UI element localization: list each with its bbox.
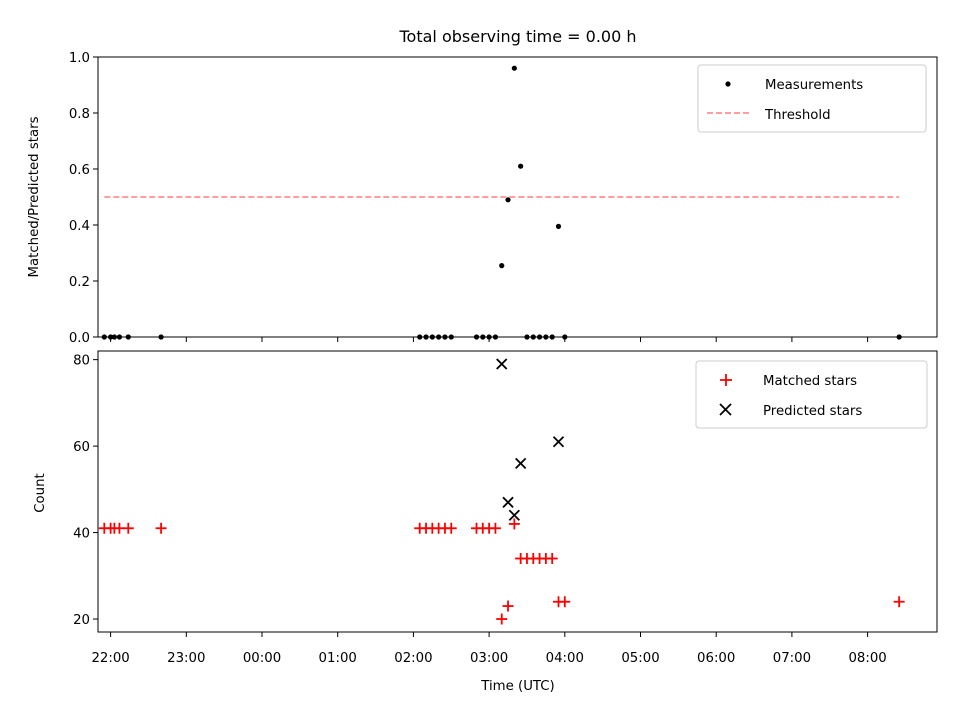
measurement-point	[524, 334, 530, 340]
legend-matched-marker	[720, 374, 732, 386]
top-y-tick-label: 0.0	[69, 331, 90, 346]
x-tick-label: 05:00	[621, 651, 659, 666]
x-tick-label: 22:00	[91, 651, 129, 666]
top-legend-box	[697, 64, 927, 133]
measurement-point	[492, 334, 499, 340]
bottom-legend-box	[695, 360, 928, 429]
measurement-point	[480, 334, 486, 340]
measurement-point	[111, 334, 118, 340]
matched-star-point	[496, 613, 508, 625]
top-y-tick-label: 0.4	[69, 219, 90, 234]
measurement-point	[448, 334, 454, 340]
measurement-point	[896, 334, 902, 340]
legend-matched-label: Matched stars	[763, 374, 857, 389]
matched-star-point	[122, 522, 134, 534]
x-tick-label: 00:00	[243, 651, 281, 666]
legend-threshold-label: Threshold	[764, 108, 831, 123]
bottom-legend: Matched stars Predicted stars	[695, 360, 928, 429]
x-tick-label: 07:00	[773, 651, 811, 666]
top-y-tick-label: 0.8	[69, 107, 90, 122]
top-legend: Measurements Threshold	[697, 64, 927, 133]
measurement-points	[101, 65, 902, 340]
count-points	[98, 358, 905, 625]
matched-star-point	[489, 522, 501, 534]
bottom-y-axis-label: Count	[33, 473, 48, 513]
legend-measurements-label: Measurements	[765, 78, 863, 93]
x-tick-label: 23:00	[167, 651, 205, 666]
matched-star-point	[445, 522, 457, 534]
x-tick-label: 01:00	[319, 651, 357, 666]
bottom-plot-frame	[97, 350, 938, 633]
top-plot-frame	[97, 56, 938, 338]
x-tick-label: 04:00	[546, 651, 584, 666]
legend-predicted-marker	[719, 403, 732, 416]
top-y-axis-label: Matched/Predicted stars	[27, 116, 42, 277]
measurement-point	[562, 334, 568, 340]
top-panel: 0.0 0.2 0.4 0.6 0.8 1.0 Matched/Predicted sta…	[27, 51, 938, 346]
bottom-y-tick-label: 80	[73, 354, 90, 369]
bottom-y-tick-label: 60	[73, 440, 90, 455]
predicted-star-point	[502, 496, 514, 508]
x-tick-label: 03:00	[470, 651, 508, 666]
measurement-point	[473, 334, 480, 340]
measurement-point	[499, 263, 505, 269]
measurement-point	[505, 197, 511, 203]
top-x-ticks	[110, 337, 869, 342]
matched-star-point	[893, 596, 905, 608]
measurement-point	[436, 334, 442, 340]
measurement-point	[116, 334, 123, 340]
top-y-tick-label: 0.6	[69, 163, 90, 178]
bottom-y-tick-label: 20	[73, 613, 90, 628]
predicted-star-point	[515, 457, 527, 470]
bottom-x-axis-label: Time (UTC)	[480, 679, 555, 694]
bottom-y-ticks: 20 40 60 80	[73, 354, 98, 628]
measurement-point	[543, 334, 549, 340]
matched-star-point	[546, 553, 558, 565]
measurement-point	[511, 65, 517, 71]
top-y-tick-label: 0.2	[69, 275, 90, 290]
x-tick-label: 06:00	[697, 651, 735, 666]
matched-star-point	[502, 600, 514, 612]
measurement-point	[536, 334, 543, 340]
matched-star-point	[559, 596, 571, 608]
bottom-panel: 20 40 60 80 22:00 23:00 00:00 01:00 02:00 03:00 0…	[33, 350, 938, 694]
predicted-star-point	[496, 358, 508, 370]
measurement-point	[158, 334, 164, 340]
top-chart-title: Total observing time = 0.00 h	[398, 27, 636, 46]
top-y-tick-label: 1.0	[69, 51, 90, 66]
measurement-point	[429, 334, 435, 340]
x-tick-label: 02:00	[394, 651, 432, 666]
measurement-point	[530, 334, 536, 340]
measurement-point	[442, 334, 448, 340]
predicted-star-point	[552, 436, 565, 448]
measurement-point	[549, 334, 555, 340]
x-tick-label: 08:00	[848, 651, 886, 666]
measurement-point	[125, 334, 131, 340]
measurement-point	[518, 163, 524, 169]
bottom-y-tick-label: 40	[73, 527, 90, 542]
matched-star-point	[508, 518, 520, 530]
legend-predicted-label: Predicted stars	[763, 404, 862, 419]
top-y-ticks: 0.0 0.2 0.4 0.6 0.8 1.0	[69, 51, 98, 346]
measurement-point	[417, 334, 423, 340]
measurement-point	[423, 334, 429, 340]
matched-star-point	[155, 522, 167, 534]
measurement-point	[108, 334, 114, 340]
measurement-point	[555, 223, 562, 229]
bottom-x-ticks: 22:00 23:00 00:00 01:00 02:00 03:00 04:00 05:00…	[91, 632, 887, 666]
predicted-star-point	[508, 509, 520, 521]
measurement-point	[486, 334, 492, 340]
measurement-point	[101, 334, 107, 340]
legend-measurements-marker	[725, 81, 731, 87]
